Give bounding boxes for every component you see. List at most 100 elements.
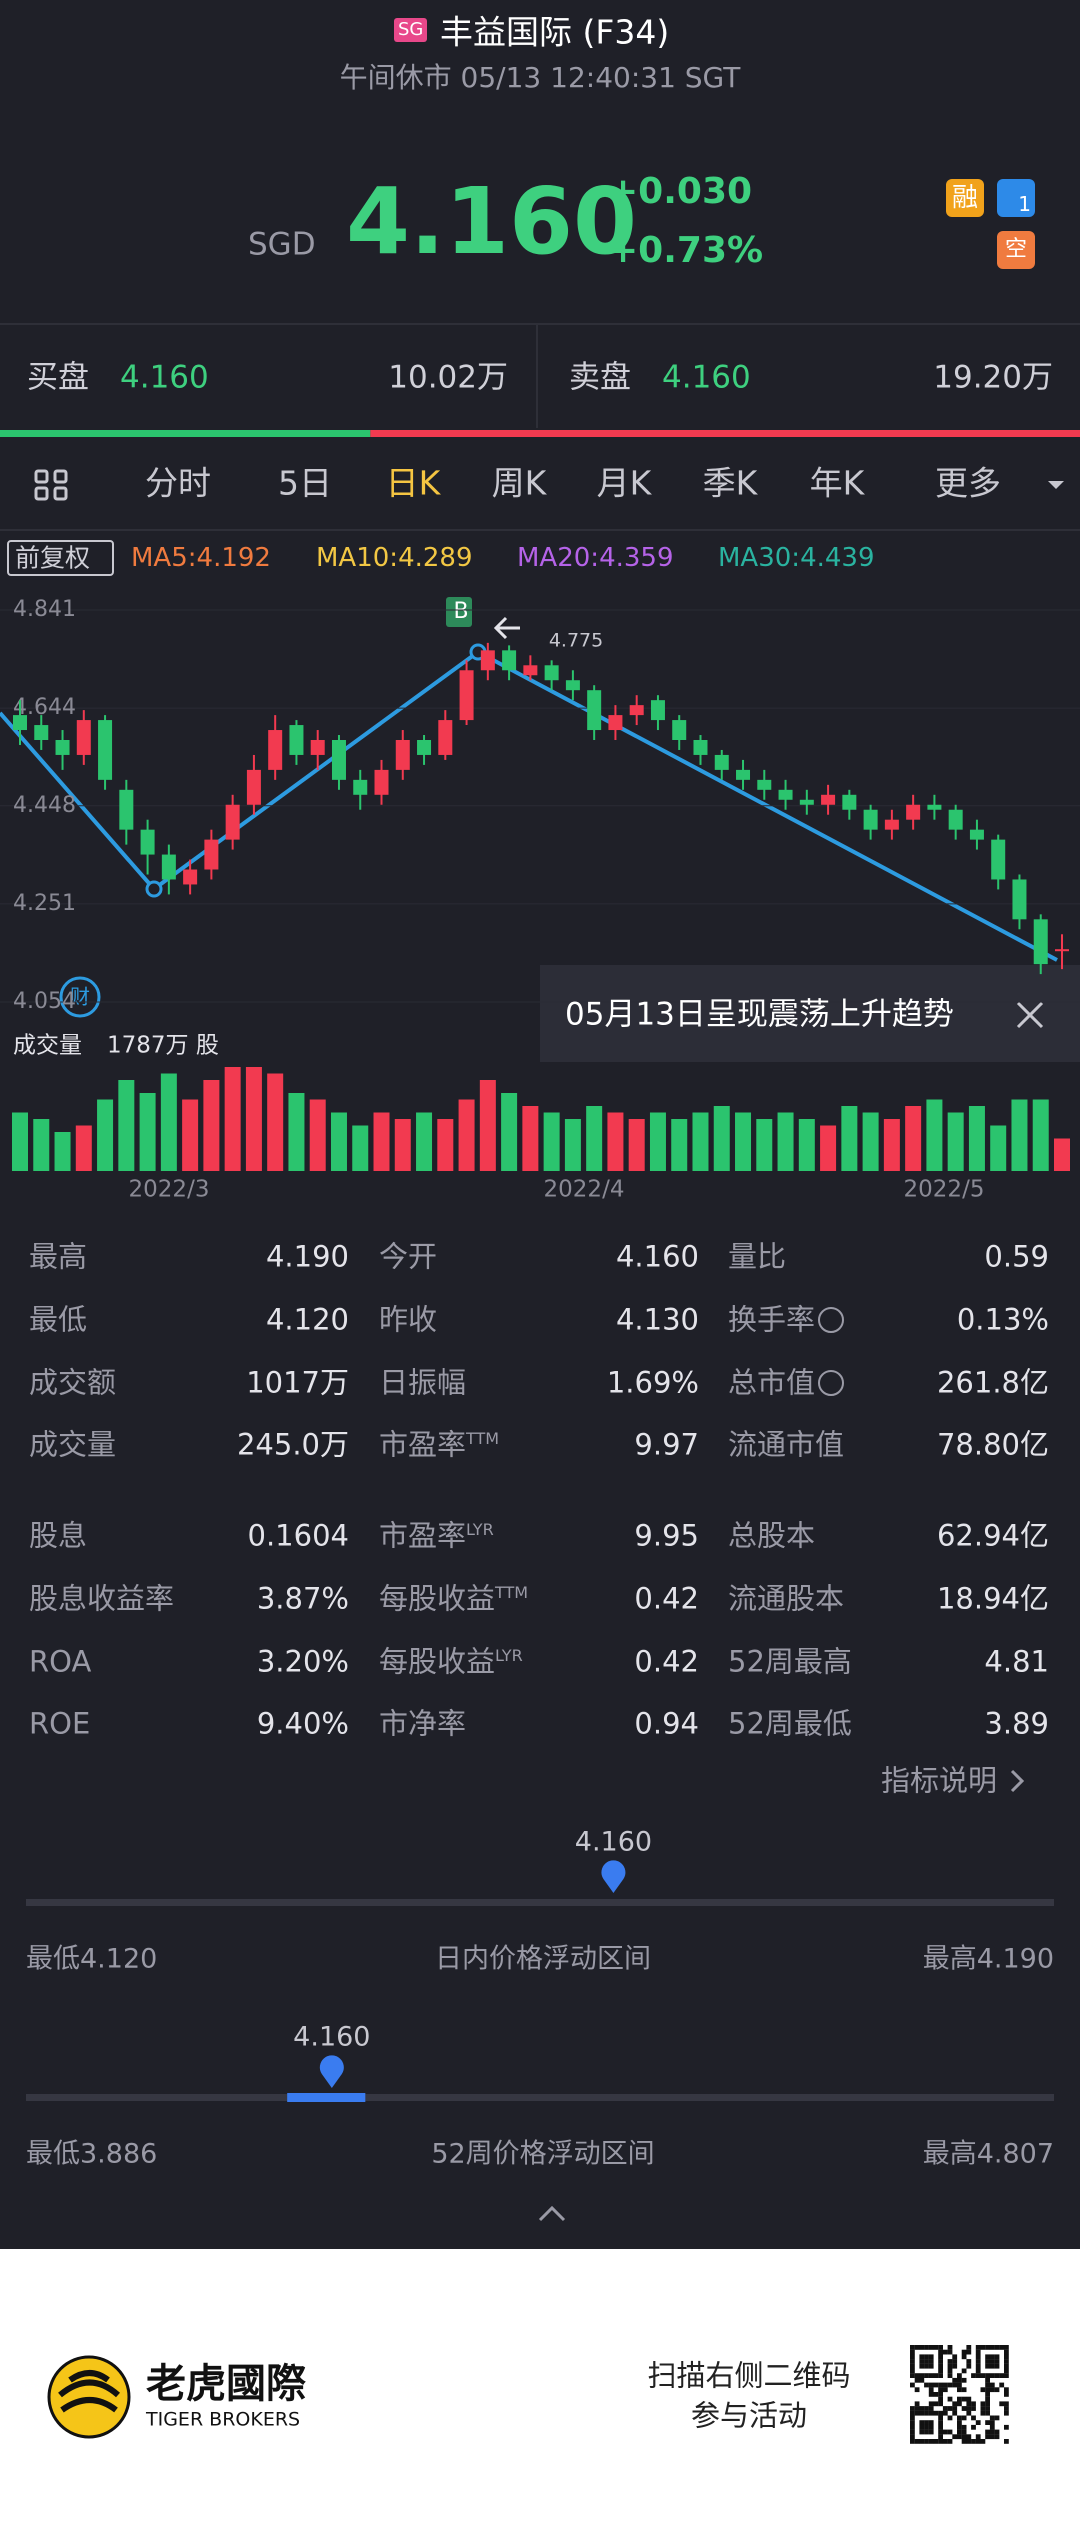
qr-cell — [938, 2368, 943, 2374]
candle-body — [1033, 919, 1048, 965]
candle-body — [991, 839, 1006, 880]
grid-icon — [34, 469, 68, 501]
range-segment — [287, 2093, 366, 2102]
adjust[interactable]: 前复权 — [15, 543, 91, 573]
qr-cell — [919, 2406, 925, 2411]
candle-body — [672, 720, 687, 741]
qr-cell — [1004, 2363, 1009, 2369]
volume-bar — [75, 1125, 92, 1171]
volume-bar — [416, 1112, 433, 1171]
stat-label: 52周最低 — [728, 1706, 852, 1741]
qr-cell — [919, 2354, 925, 2360]
qr-cell — [961, 2434, 967, 2440]
qr-cell — [928, 2359, 934, 2364]
qr-cell — [919, 2424, 925, 2430]
qr-cell — [961, 2368, 967, 2374]
qr-cell — [938, 2392, 943, 2397]
qr-cell — [942, 2387, 948, 2393]
qr-cell — [919, 2377, 925, 2383]
qr-cell — [910, 2363, 915, 2369]
qr-code — [908, 2343, 1009, 2444]
qr-cell — [942, 2439, 948, 2444]
qr-cell — [985, 2406, 990, 2411]
qr-cell — [914, 2345, 920, 2350]
qr-cell — [952, 2401, 958, 2407]
dropdown-arrow — [1048, 481, 1064, 489]
qr-cell — [928, 2429, 934, 2435]
tab[interactable]: 季K — [702, 463, 758, 503]
tab[interactable]: 日K — [385, 463, 441, 503]
volume-total: 1787万 股 — [107, 1033, 219, 1059]
range-title: 52周价格浮动区间 — [431, 2138, 655, 2170]
stat-label: 换手率 — [728, 1302, 816, 1337]
qr-cell — [966, 2349, 972, 2355]
qr-cell — [961, 2387, 967, 2393]
stat-value: 261.8亿 — [936, 1365, 1049, 1400]
tab[interactable]: 分时 — [145, 463, 211, 503]
flash-badge: 1 — [997, 179, 1035, 217]
stat-value: 4.130 — [615, 1302, 699, 1337]
qr-cell — [942, 2382, 948, 2388]
volume-bar — [522, 1106, 539, 1171]
qr-cell — [910, 2382, 915, 2388]
qr-cell — [985, 2434, 990, 2440]
qr-cell — [919, 2373, 925, 2378]
qr-cell — [942, 2410, 948, 2416]
qr-cell — [989, 2354, 995, 2360]
qr-cell — [957, 2377, 962, 2383]
qr-cell — [994, 2429, 1000, 2435]
trend-point — [145, 880, 163, 898]
stat-label: 市盈率TTM — [379, 1427, 500, 1462]
footer-bg — [0, 2249, 1080, 2543]
volume-bar — [756, 1119, 773, 1171]
range-marker — [601, 1860, 626, 1893]
qr-cell — [961, 2439, 967, 2444]
tab[interactable]: 更多 — [935, 463, 1001, 503]
qr-cell — [989, 2424, 995, 2430]
qr-cell — [947, 2396, 953, 2402]
volume-bar — [1011, 1099, 1028, 1171]
qr-cell — [971, 2424, 976, 2430]
tab[interactable]: 5日 — [278, 463, 332, 503]
qr-cell — [938, 2345, 943, 2350]
volume-bar — [862, 1112, 879, 1171]
candle-body — [565, 680, 580, 691]
volume-bar — [160, 1073, 177, 1171]
stat-sup: LYR — [466, 1519, 494, 1539]
collapse-chevron[interactable] — [538, 2205, 566, 2222]
range-high: 最高4.190 — [922, 1943, 1054, 1975]
candle-body — [140, 829, 155, 855]
ask-size: 19.20万 — [933, 359, 1053, 396]
tab[interactable]: 周K — [491, 463, 547, 503]
range-high: 最高4.807 — [922, 2138, 1054, 2170]
qr-cell — [938, 2415, 943, 2421]
qr-cell — [961, 2406, 967, 2411]
volume-bar — [841, 1106, 858, 1171]
range-track — [26, 2094, 1054, 2101]
tab[interactable]: 年K — [809, 463, 865, 503]
tab[interactable]: 月K — [596, 463, 652, 503]
qr-cell — [914, 2387, 920, 2393]
volume-bar — [628, 1119, 645, 1171]
qr-cell — [957, 2429, 962, 2435]
qr-cell — [928, 2392, 934, 2397]
qr-cell — [989, 2429, 995, 2435]
qr-cell — [957, 2382, 962, 2388]
qr-cell — [910, 2415, 915, 2421]
qr-cell — [985, 2387, 990, 2393]
bid-label: 买盘 — [27, 359, 89, 396]
qr-cell — [957, 2373, 962, 2378]
qr-cell — [971, 2406, 976, 2411]
tooltip-close[interactable] — [1016, 1001, 1044, 1029]
indicator-link[interactable]: 指标说明 — [880, 1763, 997, 1798]
qr-cell — [971, 2415, 976, 2421]
volume-bar — [437, 1119, 454, 1171]
volume-bar — [97, 1099, 114, 1171]
qr-cell — [928, 2373, 934, 2378]
candle-body — [480, 650, 495, 671]
qr-cell — [985, 2382, 990, 2388]
volume-bar — [543, 1112, 560, 1171]
stat-label: 总市值 — [728, 1365, 816, 1400]
range-current: 4.160 — [574, 1826, 653, 1858]
stat-value: 0.13% — [956, 1302, 1049, 1337]
